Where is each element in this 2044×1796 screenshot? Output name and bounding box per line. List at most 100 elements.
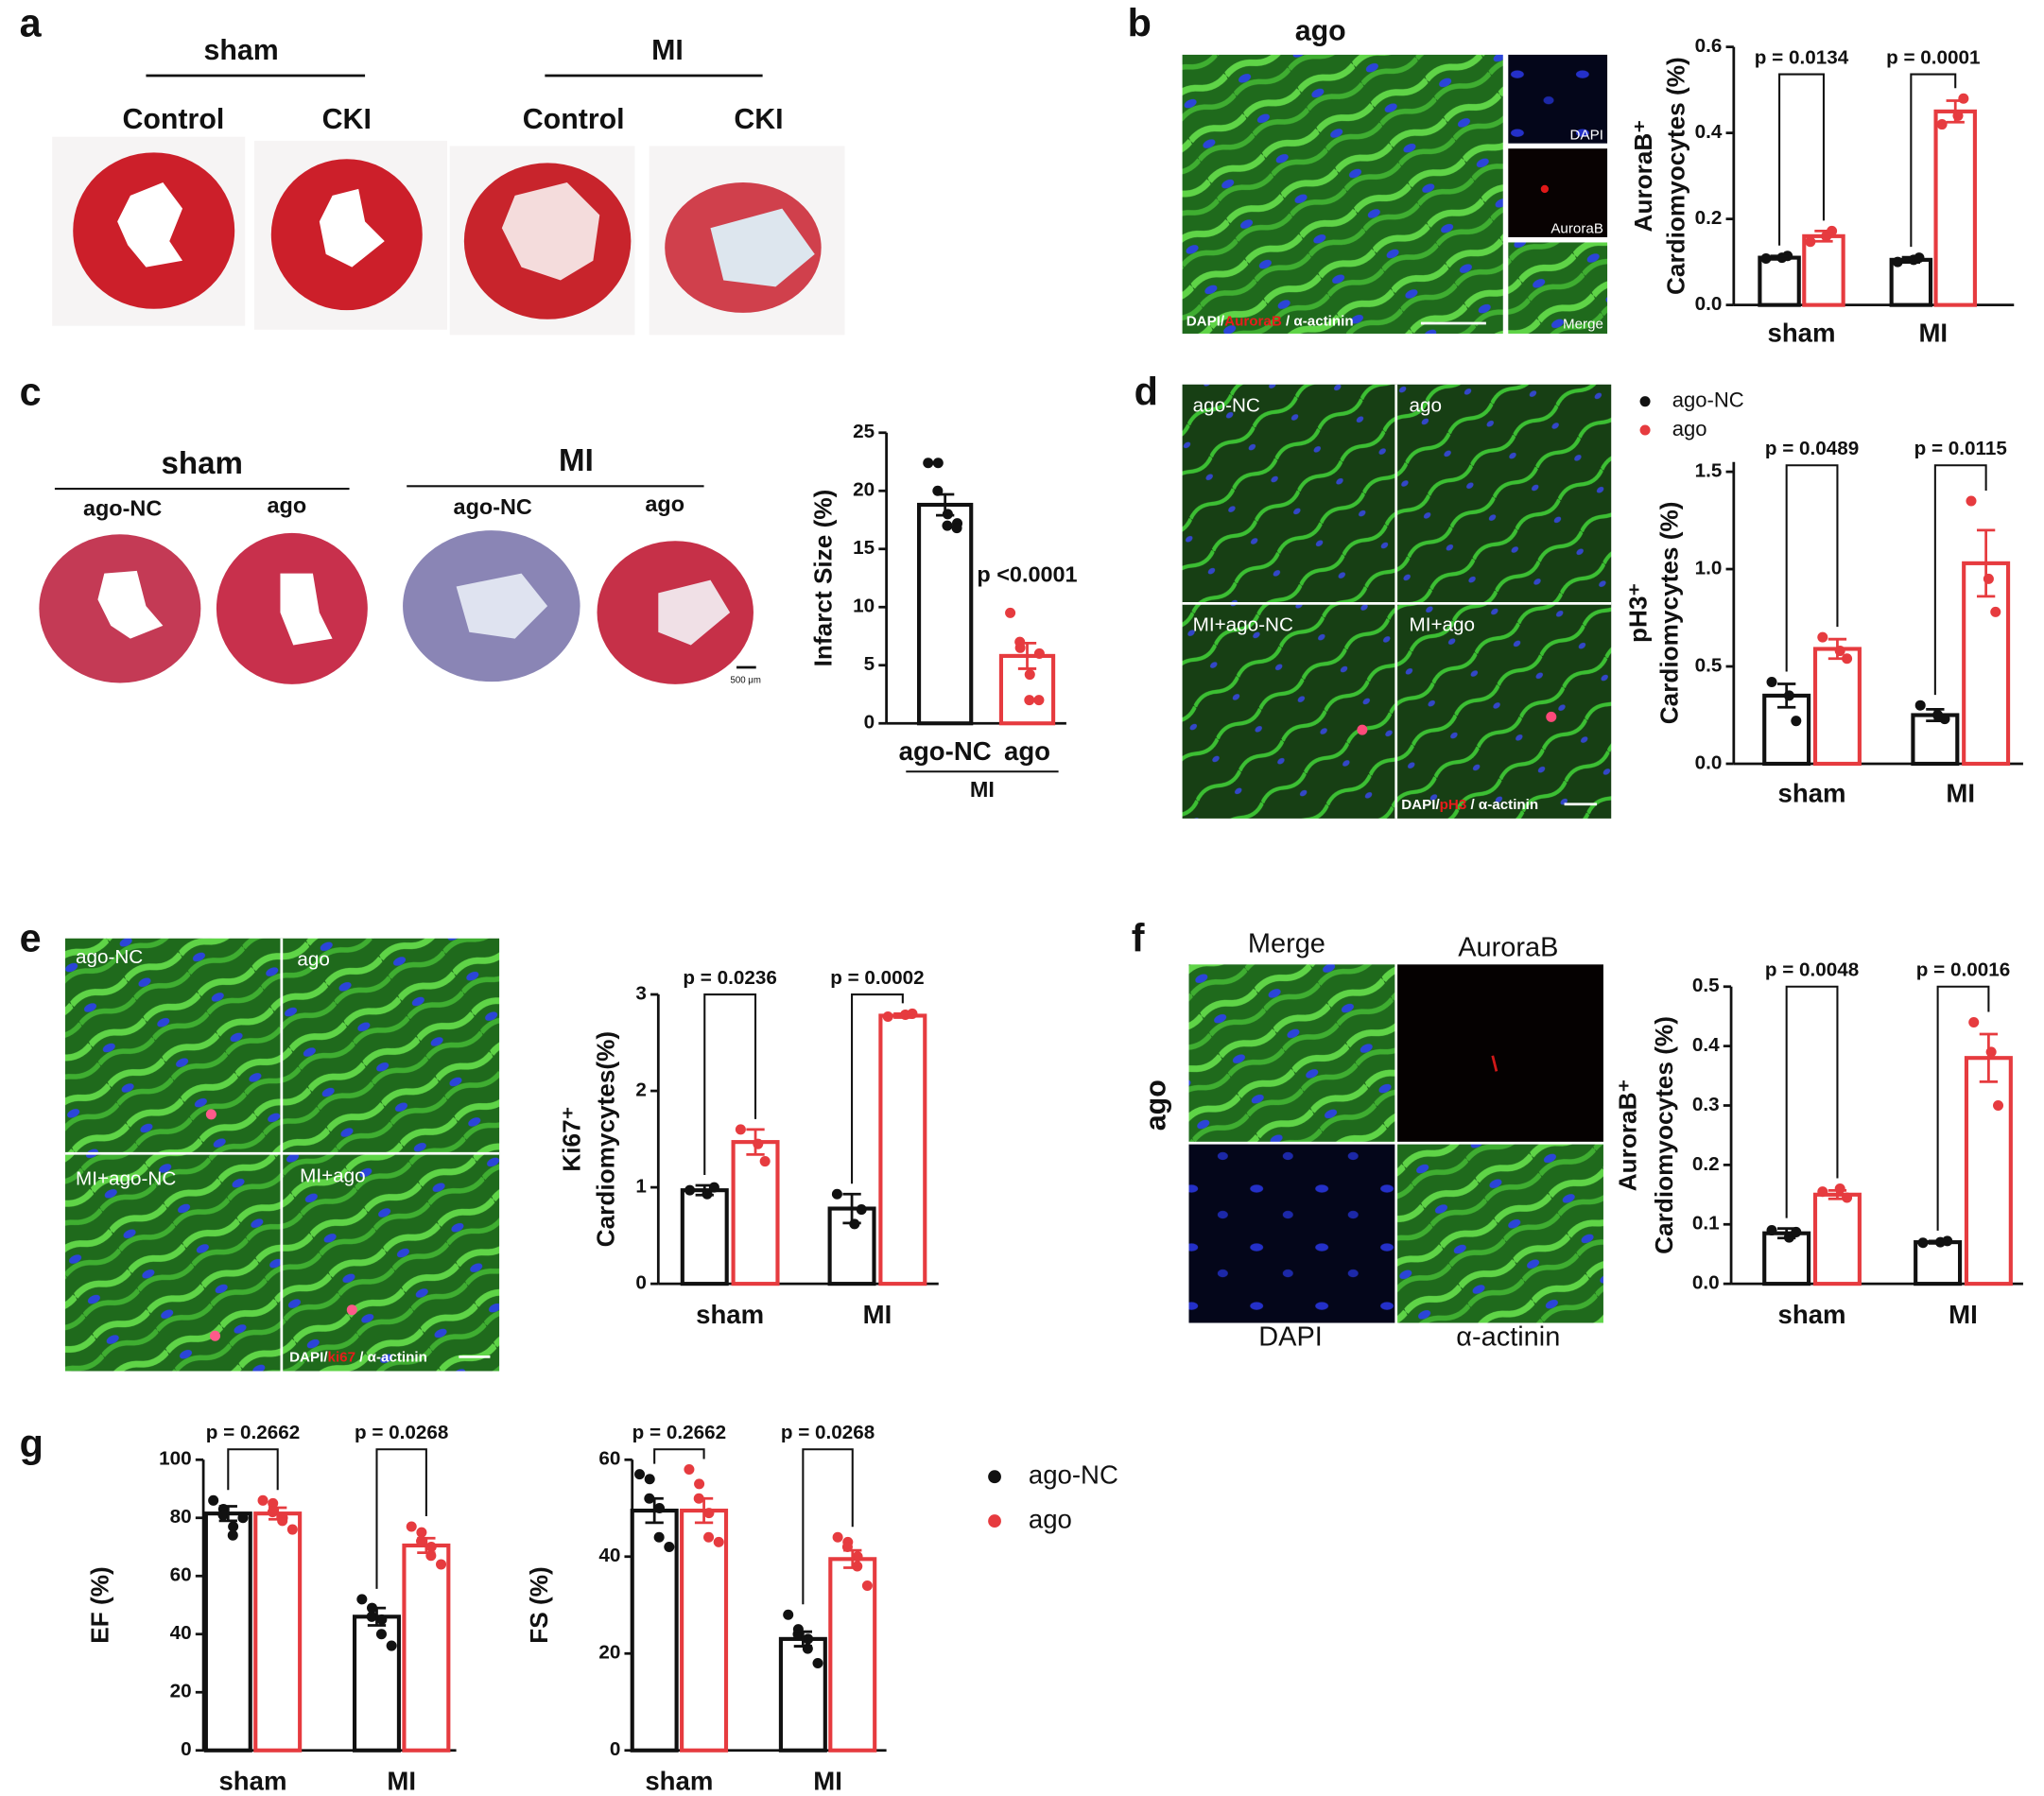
y-tick-label: 0.5 [1692, 975, 1720, 996]
error-bar [1827, 1189, 1847, 1200]
data-point [684, 1184, 696, 1196]
caption-part: DAPI/ [1187, 314, 1225, 330]
panel-a: a sham MI Control CKI Control CKI [20, 1, 845, 336]
y-tick-label: 5 [864, 653, 875, 675]
y-axis-label: Infarct Size (%) [809, 490, 838, 667]
data-point [286, 1524, 298, 1535]
error-bar [268, 1506, 287, 1521]
y-tick-label: 40 [170, 1622, 192, 1644]
significance-bracket [802, 1448, 854, 1605]
quadrant-label: DAPI [1258, 1322, 1323, 1353]
panel-letter: a [20, 1, 43, 44]
error-bar [893, 1012, 912, 1019]
bar [1933, 109, 1977, 307]
quadrant-label: ago-NC [1193, 395, 1260, 417]
error-bar [1979, 1032, 1999, 1083]
panel-letter: f [1132, 916, 1145, 959]
bar [1962, 561, 2011, 767]
data-point [1760, 252, 1772, 265]
data-point [856, 1204, 867, 1216]
p-value: p = 0.0236 [683, 967, 776, 989]
panel-letter: g [20, 1422, 43, 1465]
y-axis-label: EF (%) [85, 1566, 113, 1643]
column-label: Control [523, 104, 625, 135]
y-tick-label: 100 [159, 1448, 192, 1470]
bar [917, 502, 974, 726]
data-point [1005, 607, 1016, 618]
data-point [406, 1521, 417, 1532]
y-tick-label: 0.0 [1692, 1272, 1720, 1294]
y-axis-label: Ki67⁺ [558, 1107, 586, 1172]
x-tick-label: sham [218, 1766, 286, 1795]
error-bar [1770, 254, 1789, 261]
error-bar [645, 1496, 664, 1525]
legend-label: ago [1672, 417, 1707, 440]
y-tick-label: 60 [170, 1564, 192, 1586]
data-point [1817, 631, 1828, 643]
data-point [1917, 1237, 1929, 1249]
data-point [852, 1551, 863, 1563]
data-point [257, 1494, 268, 1506]
data-point [708, 1182, 719, 1193]
inset-label: Merge [1563, 316, 1603, 332]
bar [878, 1013, 927, 1287]
y-tick-label: 0.6 [1695, 35, 1723, 57]
y-tick-label: 25 [853, 421, 875, 442]
y-tick-label: 0.3 [1692, 1094, 1720, 1115]
x-tick-label: MI [863, 1300, 892, 1329]
error-bar [1777, 682, 1796, 709]
quadrant-label: ago [297, 949, 330, 971]
panel-letter: b [1128, 1, 1152, 44]
data-point [694, 1478, 705, 1490]
data-point [227, 1529, 238, 1541]
y-axis-label: AuroraB⁺ [1629, 120, 1657, 233]
y-tick-label: 20 [598, 1642, 620, 1664]
p-value: p = 0.0268 [355, 1422, 448, 1443]
data-point [268, 1497, 279, 1509]
y-tick-label: 0.0 [1695, 293, 1723, 315]
column-label: ago-NC [83, 495, 162, 520]
x-tick-label: sham [696, 1300, 764, 1329]
stain-caption: DAPI/AuroraB / α-actinin [1187, 314, 1354, 330]
group-label: MI [559, 443, 594, 478]
image-title: ago [1295, 15, 1346, 46]
y-tick-label: 1.5 [1695, 460, 1723, 482]
data-point [653, 1531, 665, 1543]
data-point [713, 1536, 724, 1547]
significance-bracket [1778, 73, 1826, 246]
significance-bracket [1785, 985, 1839, 1218]
y-tick-label: 15 [853, 537, 875, 559]
data-point [1892, 256, 1903, 268]
data-point [951, 523, 962, 534]
column-label: ago [268, 493, 307, 518]
group-label: sham [203, 35, 278, 66]
y-tick-label: 0 [635, 1272, 647, 1294]
data-point [735, 1124, 746, 1135]
y-axis-label: Cardiomyocytes (%) [1650, 1016, 1678, 1254]
y-tick-label: 60 [598, 1448, 620, 1470]
bar [680, 1509, 729, 1753]
error-bar [1946, 99, 1965, 124]
legend-label: ago [1029, 1504, 1072, 1533]
caption-part: pH3 [1440, 797, 1467, 813]
panel-letter: d [1135, 371, 1158, 414]
error-bar [1901, 255, 1920, 264]
data-point [783, 1609, 794, 1620]
error-bar [935, 492, 955, 517]
caption-part: / α-actinin [355, 1350, 427, 1366]
column-label: CKI [322, 104, 372, 135]
caption-part: DAPI/ [1401, 797, 1440, 813]
significance-bracket [375, 1448, 427, 1589]
group-label: MI [651, 35, 684, 66]
data-point [1024, 669, 1035, 681]
y-tick-label: 80 [170, 1506, 192, 1528]
panel-c-image: c sham MI ago-NC ago ago-NC ago 500 μm [20, 371, 761, 686]
data-point [1024, 695, 1035, 706]
data-point [644, 1474, 655, 1485]
data-point [416, 1527, 427, 1538]
bar [253, 1511, 303, 1753]
data-point [1842, 653, 1853, 665]
caption-part: AuroraB [1224, 314, 1282, 330]
data-point [812, 1657, 823, 1669]
